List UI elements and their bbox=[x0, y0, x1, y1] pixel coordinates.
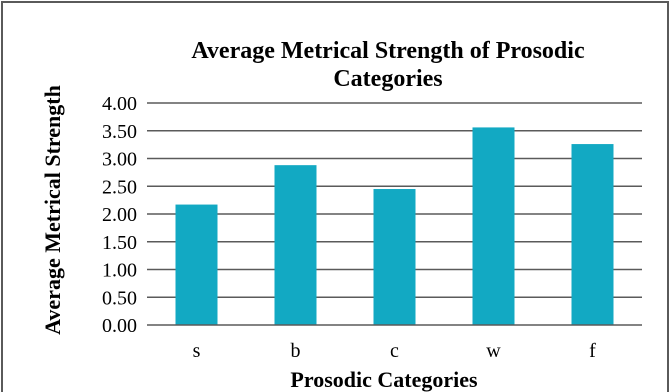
x-tick-label: c bbox=[390, 340, 399, 362]
y-tick-label: 3.50 bbox=[102, 121, 137, 143]
chart-title-line-1: Average Metrical Strength of Prosodic bbox=[191, 38, 585, 64]
y-tick-label: 0.50 bbox=[102, 287, 137, 309]
chart-title-line-2: Categories bbox=[333, 66, 442, 92]
bar-c bbox=[373, 189, 416, 325]
bar-w bbox=[472, 127, 515, 325]
y-tick-label: 2.00 bbox=[102, 204, 137, 226]
y-tick-label: 1.50 bbox=[102, 232, 137, 254]
y-tick-label: 0.00 bbox=[102, 315, 137, 337]
y-axis-title: Average Metrical Strength bbox=[40, 85, 65, 335]
x-tick-label: b bbox=[291, 340, 301, 362]
x-tick-label: s bbox=[193, 340, 201, 362]
x-axis-title: Prosodic Categories bbox=[290, 367, 478, 392]
x-tick-label: w bbox=[486, 340, 501, 362]
x-tick-label: f bbox=[589, 340, 596, 362]
bar-f bbox=[571, 144, 614, 325]
y-tick-label: 4.00 bbox=[102, 93, 137, 115]
bar-s bbox=[175, 204, 218, 325]
y-tick-label: 2.50 bbox=[102, 176, 137, 198]
y-tick-label: 3.00 bbox=[102, 149, 137, 171]
y-tick-labels: 0.00 0.50 1.00 1.50 2.00 2.50 3.00 3.50 4.00 bbox=[102, 93, 137, 337]
y-tick-label: 1.00 bbox=[102, 260, 137, 282]
bars bbox=[175, 127, 614, 325]
bar-b bbox=[274, 165, 317, 325]
